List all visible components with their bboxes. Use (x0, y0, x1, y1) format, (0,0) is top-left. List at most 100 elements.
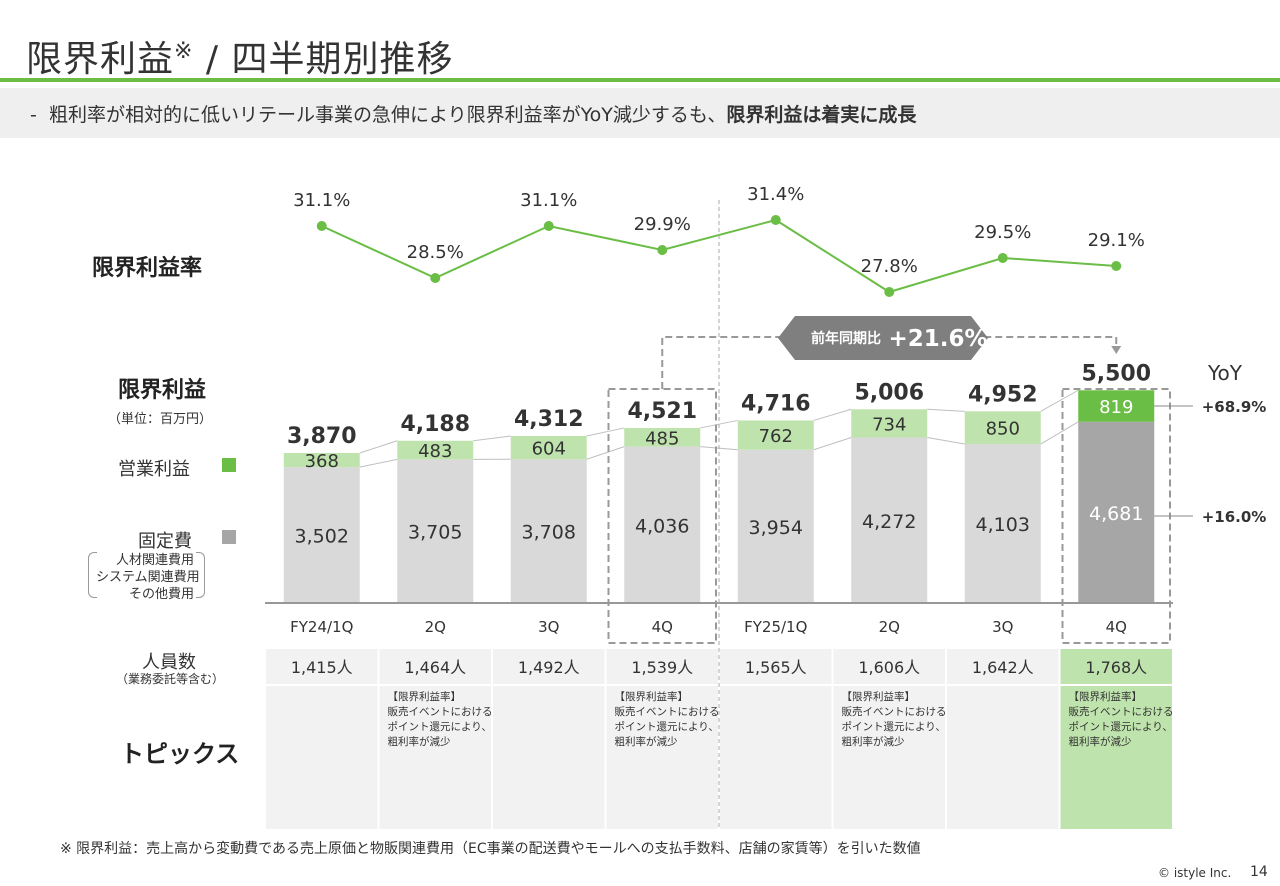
subtitle-dash: - (30, 104, 37, 126)
rate-label: 29.9% (634, 214, 691, 235)
topic-cell (493, 686, 605, 829)
total-label: 3,870 (287, 424, 357, 449)
category-label: 3Q (992, 618, 1013, 636)
topic-text: 粗利率が減少 (1069, 735, 1132, 748)
yoy-callout: 前年同期比 +21.6% (661, 316, 1122, 389)
operating-profit-label: 734 (872, 414, 906, 435)
headcount-cell (493, 649, 605, 684)
bar-fixed-cost (397, 459, 474, 602)
bar-operating-profit (737, 420, 814, 450)
rate-label: 31.4% (747, 184, 804, 205)
total-connector (586, 427, 625, 437)
topic-text: 【限界利益率】 (388, 690, 462, 703)
label-topics: トピックス (120, 740, 240, 768)
fixed-cost-breakdown: 人材関連費用 システム関連費用 その他費用 (96, 552, 200, 603)
topic-cell (947, 686, 1059, 829)
bar-fixed-cost (964, 444, 1041, 602)
total-connector (359, 440, 398, 454)
headcount-cell (266, 649, 378, 684)
label-headcount: 人員数 (142, 652, 196, 673)
topic-cell (720, 686, 832, 829)
fixed-cost-label: 4,103 (976, 514, 1030, 536)
subtitle-plain: 粗利率が相対的に低いリテール事業の急伸により限界利益率がYoY減少するも、 (48, 104, 727, 126)
yoy-fixed-value: +16.0% (1202, 508, 1267, 526)
rate-label: 27.8% (861, 256, 918, 277)
rate-label: 29.5% (974, 222, 1031, 243)
rate-point (657, 245, 668, 255)
headcount-value: 1,464人 (404, 658, 466, 677)
rate-point (316, 221, 327, 231)
bar-operating-profit (964, 411, 1041, 445)
headcount-value: 1,768人 (1085, 658, 1147, 677)
bar-operating-profit (510, 435, 587, 460)
category-label: 3Q (538, 618, 559, 636)
legend-operating-profit-swatch (222, 458, 236, 472)
label-headcount-note: （業務委託等含む） (116, 672, 225, 686)
label-unit: （単位：百万円） (108, 412, 213, 427)
label-operating-profit: 営業利益 (118, 459, 190, 480)
bar-operating-profit (397, 440, 474, 460)
total-label: 4,312 (514, 407, 584, 432)
topic-cell (379, 686, 491, 829)
operating-profit-label: 483 (418, 441, 452, 462)
label-margin-rate: 限界利益率 (92, 256, 203, 281)
rate-point (1111, 261, 1122, 271)
rate-point (884, 287, 895, 297)
bracket-right (196, 552, 205, 598)
topic-text: 粗利率が減少 (388, 735, 451, 748)
topic-text: ポイント還元により、 (1069, 720, 1173, 733)
fixed-cost-label: 4,681 (1089, 503, 1143, 525)
topic-text: ポイント還元により、 (388, 720, 492, 733)
title-main: 限界利益 (26, 39, 175, 80)
operating-profit-label: 762 (759, 426, 793, 447)
category-label: FY24/1Q (290, 618, 353, 636)
callout-badge (778, 316, 988, 360)
total-connector (813, 408, 852, 421)
fixed-cost-label: 3,708 (522, 522, 576, 544)
fixed-connector (1040, 421, 1079, 445)
topic-text: 販売イベントにおける (388, 705, 493, 718)
page-title: 限界利益※ / 四半期別推移 (26, 30, 453, 82)
bar-operating-profit (283, 453, 360, 468)
fixed-cost-item: システム関連費用 (96, 570, 200, 585)
operating-profit-label: 485 (645, 428, 679, 449)
title-rest: / 四半期別推移 (193, 39, 454, 80)
total-label: 4,188 (400, 412, 470, 437)
fixed-cost-label: 3,954 (749, 517, 803, 539)
operating-profit-label: 850 (986, 419, 1020, 440)
bar-operating-profit (624, 427, 701, 447)
page-number: 14 (1250, 864, 1268, 880)
headcount-cell (833, 649, 945, 684)
bracket-left (88, 552, 97, 598)
callout-label: 前年同期比 (811, 330, 881, 347)
title-underline (0, 78, 1280, 82)
headcount-cell (720, 649, 832, 684)
topic-cell (1060, 686, 1172, 829)
rate-point (543, 221, 554, 231)
label-fixed-cost: 固定費 (138, 531, 192, 552)
title-note-mark: ※ (174, 39, 194, 64)
dashed-compare-box (607, 388, 717, 644)
category-label: 4Q (652, 618, 673, 636)
callout-value: +21.6% (888, 326, 987, 352)
rate-point (997, 253, 1008, 263)
topic-cell (266, 686, 378, 829)
yoy-operating-value: +68.9% (1202, 398, 1267, 416)
footnote: ※ 限界利益：売上高から変動費である売上原価と物販関連費用（EC事業の配送費やモ… (60, 841, 921, 857)
topic-text: 販売イベントにおける (1069, 705, 1174, 718)
fixed-cost-item: その他費用 (128, 587, 194, 602)
copyright: © istyle Inc. (1158, 866, 1232, 880)
topic-text: ポイント還元により、 (842, 720, 946, 733)
fixed-connector (586, 446, 625, 460)
fixed-cost-label: 4,272 (862, 511, 916, 533)
legend-fixed-cost-swatch (222, 530, 236, 544)
bar-operating-profit (1078, 390, 1155, 422)
total-connector (1040, 389, 1079, 412)
category-label: 4Q (1106, 618, 1127, 636)
bar-fixed-cost (1078, 421, 1155, 602)
category-label: 2Q (879, 618, 900, 636)
bar-fixed-cost (624, 446, 701, 602)
total-label: 5,500 (1081, 361, 1151, 386)
headcount-value: 1,492人 (518, 658, 580, 677)
topic-cell (833, 686, 945, 829)
